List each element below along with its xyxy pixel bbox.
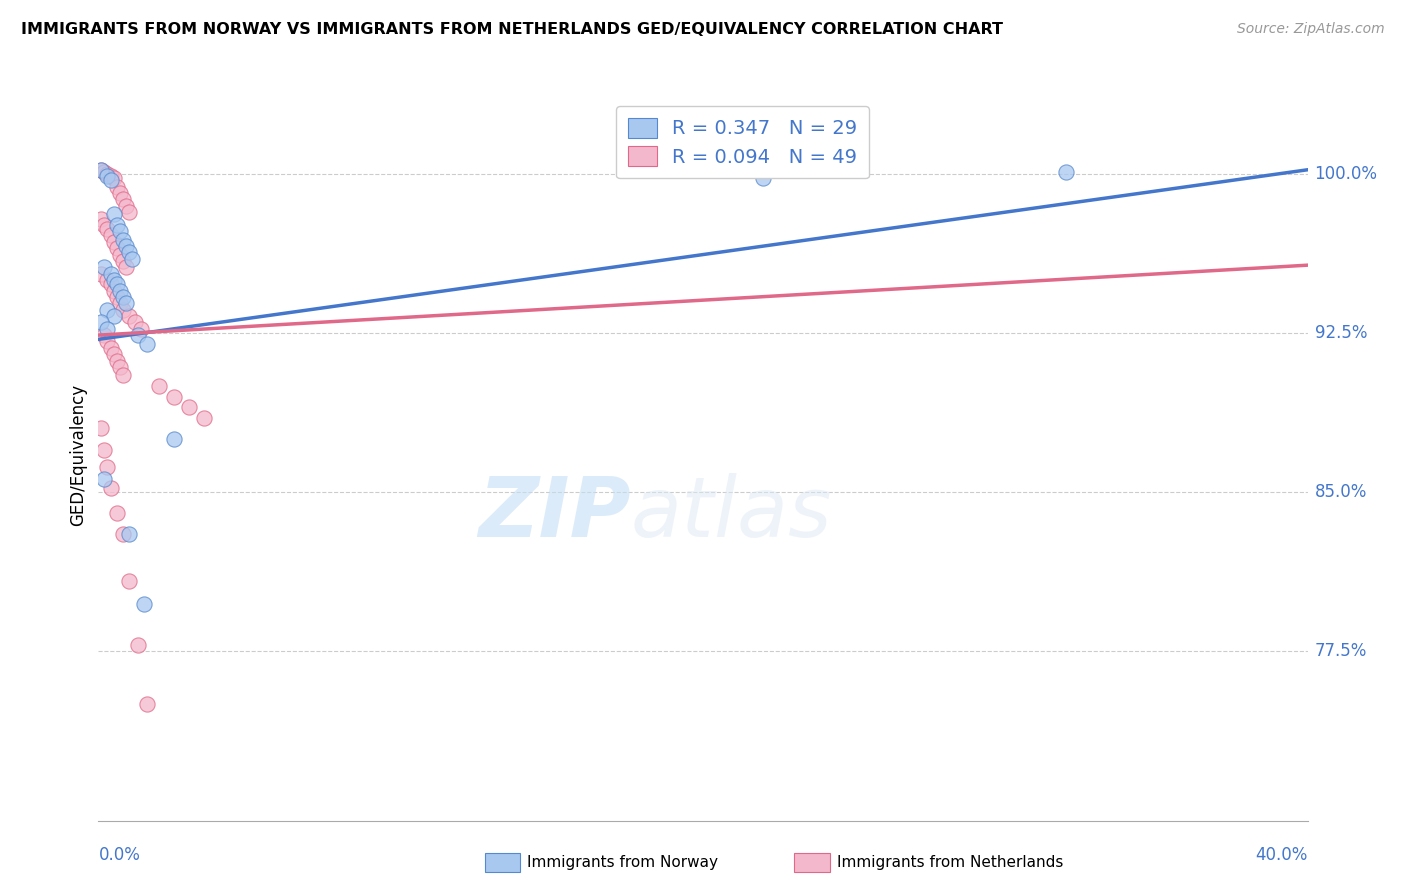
Text: Source: ZipAtlas.com: Source: ZipAtlas.com	[1237, 22, 1385, 37]
Point	[127, 328, 149, 343]
Point	[118, 309, 141, 323]
Point	[105, 290, 128, 304]
Point	[114, 199, 136, 213]
Point	[96, 169, 118, 183]
Point	[100, 341, 122, 355]
Point	[124, 315, 146, 329]
Point	[105, 506, 128, 520]
Point	[100, 169, 122, 183]
Point	[121, 252, 143, 266]
Point	[163, 390, 186, 404]
Point	[103, 309, 125, 323]
Point	[100, 228, 122, 243]
Point	[193, 410, 215, 425]
Point	[93, 165, 115, 179]
Text: ZIP: ZIP	[478, 473, 630, 554]
Point	[90, 162, 112, 177]
Text: 85.0%: 85.0%	[1315, 483, 1367, 501]
Point	[114, 239, 136, 253]
Point	[108, 296, 131, 310]
Text: 77.5%: 77.5%	[1315, 642, 1367, 660]
Point	[108, 359, 131, 374]
Point	[100, 173, 122, 187]
Point	[127, 638, 149, 652]
Point	[93, 328, 115, 343]
Point	[93, 472, 115, 486]
Point	[132, 598, 155, 612]
Point	[111, 302, 134, 317]
Point	[1054, 165, 1077, 179]
Point	[103, 273, 125, 287]
Point	[93, 442, 115, 457]
Point	[103, 207, 125, 221]
Point	[118, 527, 141, 541]
Point	[103, 284, 125, 298]
Text: Immigrants from Netherlands: Immigrants from Netherlands	[837, 855, 1063, 870]
Point	[752, 171, 775, 186]
Point	[96, 222, 118, 236]
Text: 0.0%: 0.0%	[98, 846, 141, 863]
Text: 40.0%: 40.0%	[1256, 846, 1308, 863]
Point	[90, 267, 112, 281]
Point	[111, 233, 134, 247]
Point	[103, 235, 125, 249]
Point	[96, 334, 118, 349]
Point	[96, 302, 118, 317]
Point	[103, 347, 125, 361]
Point	[105, 241, 128, 255]
Point	[100, 267, 122, 281]
Point	[90, 162, 112, 177]
Text: Immigrants from Norway: Immigrants from Norway	[527, 855, 718, 870]
Point	[90, 315, 112, 329]
Point	[90, 421, 112, 435]
Y-axis label: GED/Equivalency: GED/Equivalency	[69, 384, 87, 526]
Point	[177, 401, 201, 415]
Point	[105, 277, 128, 292]
Point	[148, 379, 170, 393]
Point	[114, 260, 136, 275]
Point	[105, 353, 128, 368]
Point	[108, 186, 131, 200]
Point	[111, 527, 134, 541]
Point	[105, 179, 128, 194]
Text: IMMIGRANTS FROM NORWAY VS IMMIGRANTS FROM NETHERLANDS GED/EQUIVALENCY CORRELATIO: IMMIGRANTS FROM NORWAY VS IMMIGRANTS FRO…	[21, 22, 1002, 37]
Point	[96, 167, 118, 181]
Point	[108, 224, 131, 238]
Point	[135, 336, 157, 351]
Text: 100.0%: 100.0%	[1315, 165, 1378, 183]
Point	[118, 205, 141, 219]
Point	[103, 171, 125, 186]
Point	[90, 211, 112, 226]
Text: atlas: atlas	[630, 473, 832, 554]
Point	[118, 574, 141, 588]
Point	[135, 697, 157, 711]
Point	[93, 260, 115, 275]
Point	[96, 273, 118, 287]
Point	[100, 481, 122, 495]
Point	[114, 296, 136, 310]
Point	[163, 432, 186, 446]
Point	[111, 368, 134, 383]
Point	[96, 459, 118, 474]
Point	[108, 247, 131, 261]
Point	[93, 218, 115, 232]
Point	[96, 322, 118, 336]
Point	[111, 254, 134, 268]
Point	[108, 284, 131, 298]
Point	[129, 322, 152, 336]
Point	[111, 290, 134, 304]
Point	[118, 245, 141, 260]
Point	[105, 218, 128, 232]
Point	[100, 277, 122, 292]
Legend: R = 0.347   N = 29, R = 0.094   N = 49: R = 0.347 N = 29, R = 0.094 N = 49	[616, 106, 869, 178]
Point	[111, 193, 134, 207]
Text: 92.5%: 92.5%	[1315, 324, 1367, 342]
